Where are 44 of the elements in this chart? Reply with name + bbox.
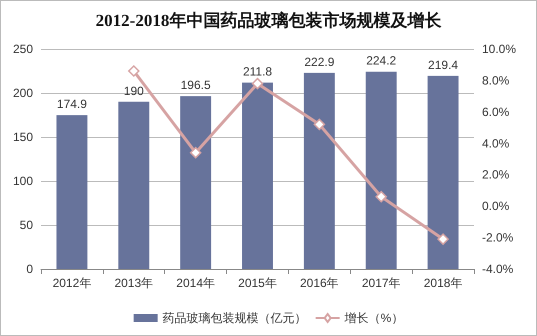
point: [190, 146, 202, 158]
legend-label: 药品玻璃包装规模（亿元）: [162, 311, 307, 325]
data-label: 219.4: [428, 58, 458, 72]
point: [437, 233, 449, 245]
y-tick-label: 200: [12, 86, 34, 100]
bar: [366, 72, 397, 269]
y-tick-label: 150: [12, 130, 34, 144]
chart-title: 2012-2018年中国药品玻璃包装市场规模及增长: [96, 11, 442, 30]
point: [375, 190, 387, 202]
data-label: 190: [124, 84, 144, 98]
y-tick-label: 0: [26, 262, 34, 276]
y2-tick-label: 8.0%: [482, 73, 510, 88]
legend-label: 增长（%）: [344, 311, 404, 325]
x-tick-label: 2015年: [238, 276, 277, 290]
bar: [56, 115, 88, 269]
y2-tick-label: 0.0%: [482, 199, 510, 214]
x-tick-label: 2016年: [300, 276, 339, 290]
bar: [180, 96, 212, 269]
y-tick-label: 50: [20, 218, 34, 232]
data-label: 211.8: [242, 64, 272, 79]
x-tick-label: 2018年: [424, 276, 462, 290]
y2-tick-label: 2.0%: [482, 168, 510, 182]
data-label: 174.9: [56, 97, 88, 112]
bar: [304, 72, 335, 269]
y-tick-label: 250: [12, 42, 34, 56]
y2-tick-label: -4.0%: [482, 262, 514, 276]
y2-tick-label: 6.0%: [482, 104, 510, 119]
y2-tick-label: 4.0%: [482, 136, 510, 150]
point: [252, 78, 264, 90]
y2-tick-label: 10.0%: [482, 42, 516, 56]
x-tick-label: 2014年: [176, 276, 215, 290]
x-tick-label: 2017年: [362, 276, 401, 290]
point: [314, 118, 326, 130]
y-tick-label: 100: [12, 174, 34, 188]
x-tick-label: 2013年: [114, 276, 154, 290]
data-label: 222.9: [304, 54, 335, 69]
bar: [428, 76, 459, 269]
data-label: 224.2: [366, 54, 397, 68]
bar: [118, 102, 150, 269]
point: [128, 65, 140, 77]
bar: [242, 82, 273, 269]
x-tick-label: 2012年: [52, 276, 92, 290]
y2-tick-label: -2.0%: [482, 230, 514, 245]
data-label: 196.5: [180, 78, 211, 92]
